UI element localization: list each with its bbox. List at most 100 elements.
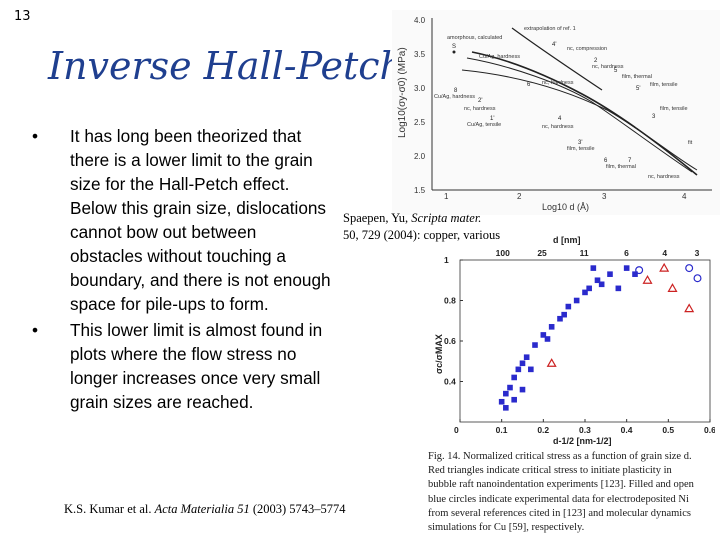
chart-point xyxy=(598,281,605,288)
chart-point xyxy=(561,311,567,318)
plot-top-xtick: 2 xyxy=(517,192,522,201)
plot-top-label: Cu/Ag, tensile xyxy=(467,122,501,128)
plot-top-marker: 3' xyxy=(578,140,582,146)
chart-point xyxy=(507,384,513,391)
bullet-list: • It has long been theorized that there i… xyxy=(32,124,332,416)
chart-point xyxy=(540,332,547,338)
chart-point xyxy=(519,386,526,393)
citation-authors: Spaepen, Yu, xyxy=(343,211,412,225)
chart-point xyxy=(546,358,557,367)
plot-top-ytick: 2.5 xyxy=(414,118,426,127)
chart-xlabel: d-1/2 [nm-1/2] xyxy=(553,436,612,446)
plot-top-label: Cu/Ag, hardness xyxy=(434,94,475,100)
citation-volume: 51 xyxy=(234,502,250,516)
critical-stress-chart: d [nm] 100 25 11 6 4 3 1 0.8 0.6 0.4 0 0.1 0.2 0.3 0… xyxy=(434,235,715,446)
chart-top-tick: 11 xyxy=(580,248,589,258)
chart-top-tick: 100 xyxy=(496,248,510,258)
plot-top-marker: S xyxy=(452,44,456,50)
plot-top-label: film, thermal xyxy=(622,74,652,80)
bullet-text: It has long been theorized that there is… xyxy=(70,126,331,314)
chart-point xyxy=(557,315,563,322)
chart-point xyxy=(573,297,580,304)
chart-x-tick: 0.5 xyxy=(662,425,674,435)
plot-top-ytick: 4.0 xyxy=(414,16,426,25)
chart-x-tick: 0.2 xyxy=(537,425,549,435)
plot-top-xlabel: Log10 d (Å) xyxy=(542,202,589,212)
plot-top-marker: 3 xyxy=(652,114,656,120)
chart-point xyxy=(667,283,678,292)
chart-point xyxy=(632,271,638,277)
plot-top-ytick: 3.0 xyxy=(414,84,426,93)
chart-point xyxy=(615,285,622,292)
chart-point xyxy=(498,398,505,405)
plot-top-marker: 4 xyxy=(558,116,562,122)
plot-top-label: film, thermal xyxy=(606,164,636,170)
plot-top-ylabel: Log10(σy-σ0) (MPa) xyxy=(397,47,408,138)
bullet-text: This lower limit is almost found in plot… xyxy=(70,320,323,412)
plot-top-marker: 6 xyxy=(604,158,608,164)
chart-top-axis-label: d [nm] xyxy=(553,235,581,245)
chart-x-tick: 0.6 xyxy=(704,425,715,435)
figure-caption: Fig. 14. Normalized critical stress as a… xyxy=(428,451,694,534)
chart-top-tick: 3 xyxy=(695,248,700,258)
plot-top-label: extrapolation of ref. 1 xyxy=(524,26,576,32)
plot-top-marker: 2' xyxy=(478,98,482,104)
chart-point xyxy=(528,366,534,373)
chart-point xyxy=(511,396,517,403)
chart-point xyxy=(503,405,509,411)
hall-petch-log-plot: Log10(σy-σ0) (MPa) 4.0 3.5 3.0 2.5 2.0 1… xyxy=(392,10,720,215)
citation-journal: Scripta mater. xyxy=(411,211,482,225)
chart-top-tick: 4 xyxy=(662,248,667,258)
plot-top-label: film, tensile xyxy=(567,146,595,152)
plot-top-marker: 6' xyxy=(527,82,531,88)
chart-x-tick: 0.4 xyxy=(621,425,633,435)
plot-top-xtick: 1 xyxy=(444,192,449,201)
chart-x-tick: 0.3 xyxy=(579,425,591,435)
plot-top-xtick: 4 xyxy=(682,192,687,201)
plot-top-ytick: 2.0 xyxy=(414,152,426,161)
bullet-dot-icon: • xyxy=(32,126,39,146)
chart-point xyxy=(532,342,538,348)
chart-point xyxy=(642,275,653,284)
citation-kumar: K.S. Kumar et al. Acta Materialia 51 (20… xyxy=(64,501,346,518)
plot-top-marker: 5' xyxy=(636,86,640,92)
plot-top-marker: 8 xyxy=(454,88,458,94)
plot-top-label: nc, compression xyxy=(567,46,607,52)
plot-top-label: nc, hardness xyxy=(648,174,680,180)
plot-top-label: film, tensile xyxy=(650,82,678,88)
chart-point xyxy=(590,265,597,271)
plot-top-label: nc, hardness xyxy=(592,64,624,70)
chart-point xyxy=(623,265,630,271)
chart-point xyxy=(684,303,695,313)
plot-top-ytick: 3.5 xyxy=(414,50,426,59)
citation-authors: K.S. Kumar et al. xyxy=(64,502,155,516)
chart-top-tick: 25 xyxy=(537,248,547,258)
chart-point xyxy=(565,303,572,310)
plot-top-label: nc, hardness xyxy=(542,124,574,130)
chart-point xyxy=(685,264,694,273)
chart-point xyxy=(586,285,592,292)
chart-point xyxy=(693,274,702,283)
plot-top-ytick: 1.5 xyxy=(414,186,426,195)
chart-y-tick: 1 xyxy=(444,255,449,265)
chart-x-tick: 0 xyxy=(454,425,459,435)
chart-ylabel: σc/σMAX xyxy=(434,334,444,374)
chart-y-tick: 0.6 xyxy=(444,336,456,346)
plot-top-marker: 2 xyxy=(594,58,598,64)
plot-top-label: Cu/Ag, hardness xyxy=(479,54,520,60)
chart-point xyxy=(548,324,555,330)
bullet-item: • This lower limit is almost found in plo… xyxy=(32,318,332,414)
plot-top-label: nc, hardness xyxy=(464,106,496,112)
plot-top-label: nc, hardness xyxy=(542,80,574,86)
chart-point xyxy=(659,262,670,272)
plot-top-marker: 7 xyxy=(628,158,632,164)
slide-title: Inverse Hall-Petch xyxy=(48,44,404,88)
chart-top-tick: 6 xyxy=(624,248,629,258)
chart-x-tick: 0.1 xyxy=(496,425,508,435)
citation-spaepen: Spaepen, Yu, Scripta mater. 50, 729 (200… xyxy=(343,210,500,244)
citation-details: 50, 729 (2004): copper, various xyxy=(343,228,501,242)
plot-top-label: fit xyxy=(688,140,693,146)
bullet-item: • It has long been theorized that there i… xyxy=(32,124,332,316)
citation-pages: (2003) 5743–5774 xyxy=(249,502,346,516)
chart-y-tick: 0.8 xyxy=(444,296,456,306)
